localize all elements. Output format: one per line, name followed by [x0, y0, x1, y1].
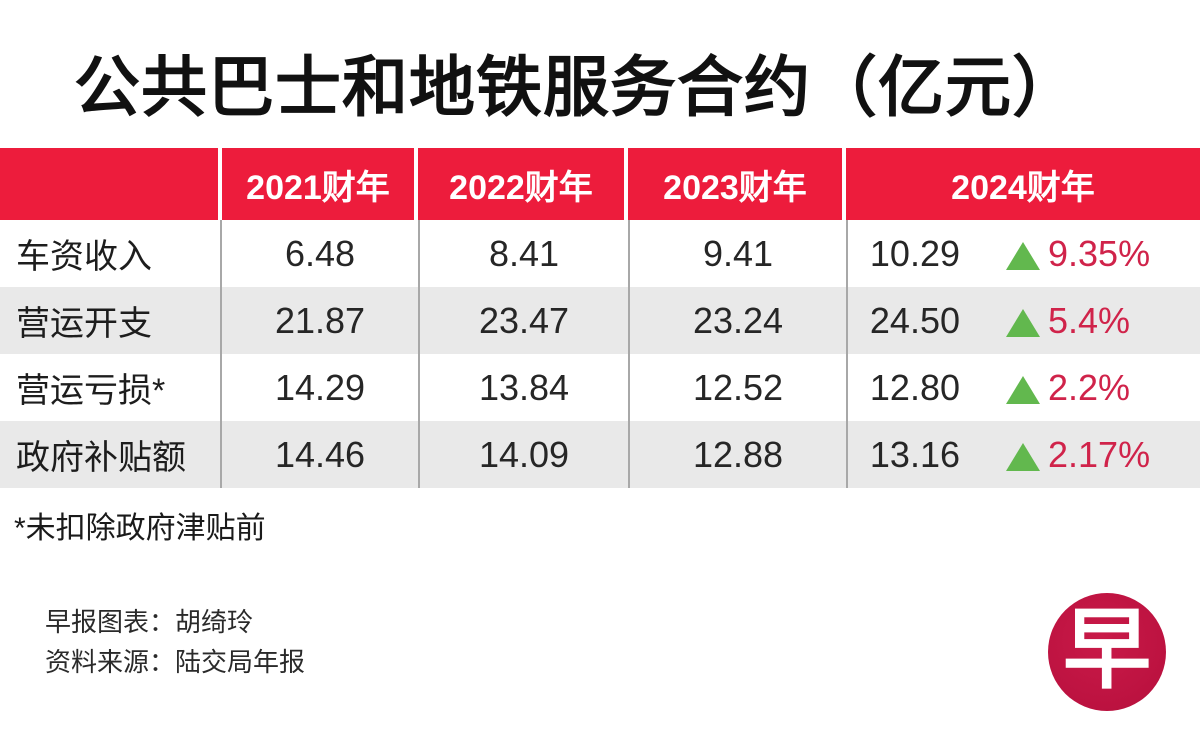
change-percent: 5.4% [1048, 299, 1131, 341]
header-cell-fy2022: 2022财年 [418, 148, 624, 220]
up-triangle-icon [1006, 241, 1040, 270]
value-fy2022: 8.41 [418, 220, 628, 287]
up-triangle-icon [1006, 442, 1040, 471]
value-fy2024: 24.50 [869, 299, 960, 341]
table-row: 政府补贴额 14.46 14.09 12.88 13.16 2.17% [0, 421, 1200, 488]
value-fy2024-cell: 24.50 5.4% [846, 287, 1200, 354]
header-cell-fy2023: 2023财年 [628, 148, 842, 220]
table-row: 营运开支 21.87 23.47 23.24 24.50 5.4% [0, 287, 1200, 354]
value-fy2021: 6.48 [220, 220, 418, 287]
value-fy2023: 12.88 [628, 421, 846, 488]
change-percent: 2.2% [1048, 366, 1131, 408]
up-triangle-icon [1006, 308, 1040, 337]
header-cell-fy2021: 2021财年 [222, 148, 414, 220]
value-fy2023: 12.52 [628, 354, 846, 421]
value-fy2022: 23.47 [418, 287, 628, 354]
value-fy2021: 14.29 [220, 354, 418, 421]
page-title: 公共巴士和地铁服务合约（亿元） [74, 50, 1079, 124]
value-fy2024-cell: 12.80 2.2% [846, 354, 1200, 421]
header-cell-fy2024: 2024财年 [846, 148, 1200, 220]
value-fy2021: 14.46 [220, 421, 418, 488]
row-label: 营运开支 [16, 305, 152, 343]
value-fy2022: 13.84 [418, 354, 628, 421]
table-row: 车资收入 6.48 8.41 9.41 10.29 9.35% [0, 220, 1200, 287]
value-fy2023: 9.41 [628, 220, 846, 287]
value-fy2024-cell: 10.29 9.35% [846, 220, 1200, 287]
value-fy2024: 10.29 [869, 232, 960, 274]
value-fy2022: 14.09 [418, 421, 628, 488]
value-fy2024: 13.16 [869, 433, 960, 475]
value-fy2023: 23.24 [628, 287, 846, 354]
credits-block: 早报图表：胡绮玲 资料来源：陆交局年报 [45, 602, 305, 682]
contracts-table: 2021财年 2022财年 2023财年 2024财年 车资收入 6.48 8.… [0, 148, 1200, 488]
source-credit: 资料来源：陆交局年报 [45, 647, 306, 677]
row-label: 营运亏损* [16, 372, 166, 410]
value-fy2024-cell: 13.16 2.17% [846, 421, 1200, 488]
zaobao-logo-glyph: 早 [1062, 600, 1151, 699]
footnote: *未扣除政府津贴前 [14, 512, 266, 545]
zaobao-logo: 早 [1048, 593, 1166, 711]
table-row: 营运亏损* 14.29 13.84 12.52 12.80 2.2% [0, 354, 1200, 421]
value-fy2024: 12.80 [869, 366, 960, 408]
header-cell-empty [0, 148, 218, 220]
chart-credit: 早报图表：胡绮玲 [45, 607, 254, 637]
row-label: 车资收入 [16, 238, 152, 276]
change-percent: 2.17% [1048, 433, 1151, 475]
up-triangle-icon [1006, 375, 1040, 404]
row-label: 政府补贴额 [16, 439, 186, 477]
change-percent: 9.35% [1048, 232, 1151, 274]
table-header-row: 2021财年 2022财年 2023财年 2024财年 [0, 148, 1200, 220]
value-fy2021: 21.87 [220, 287, 418, 354]
